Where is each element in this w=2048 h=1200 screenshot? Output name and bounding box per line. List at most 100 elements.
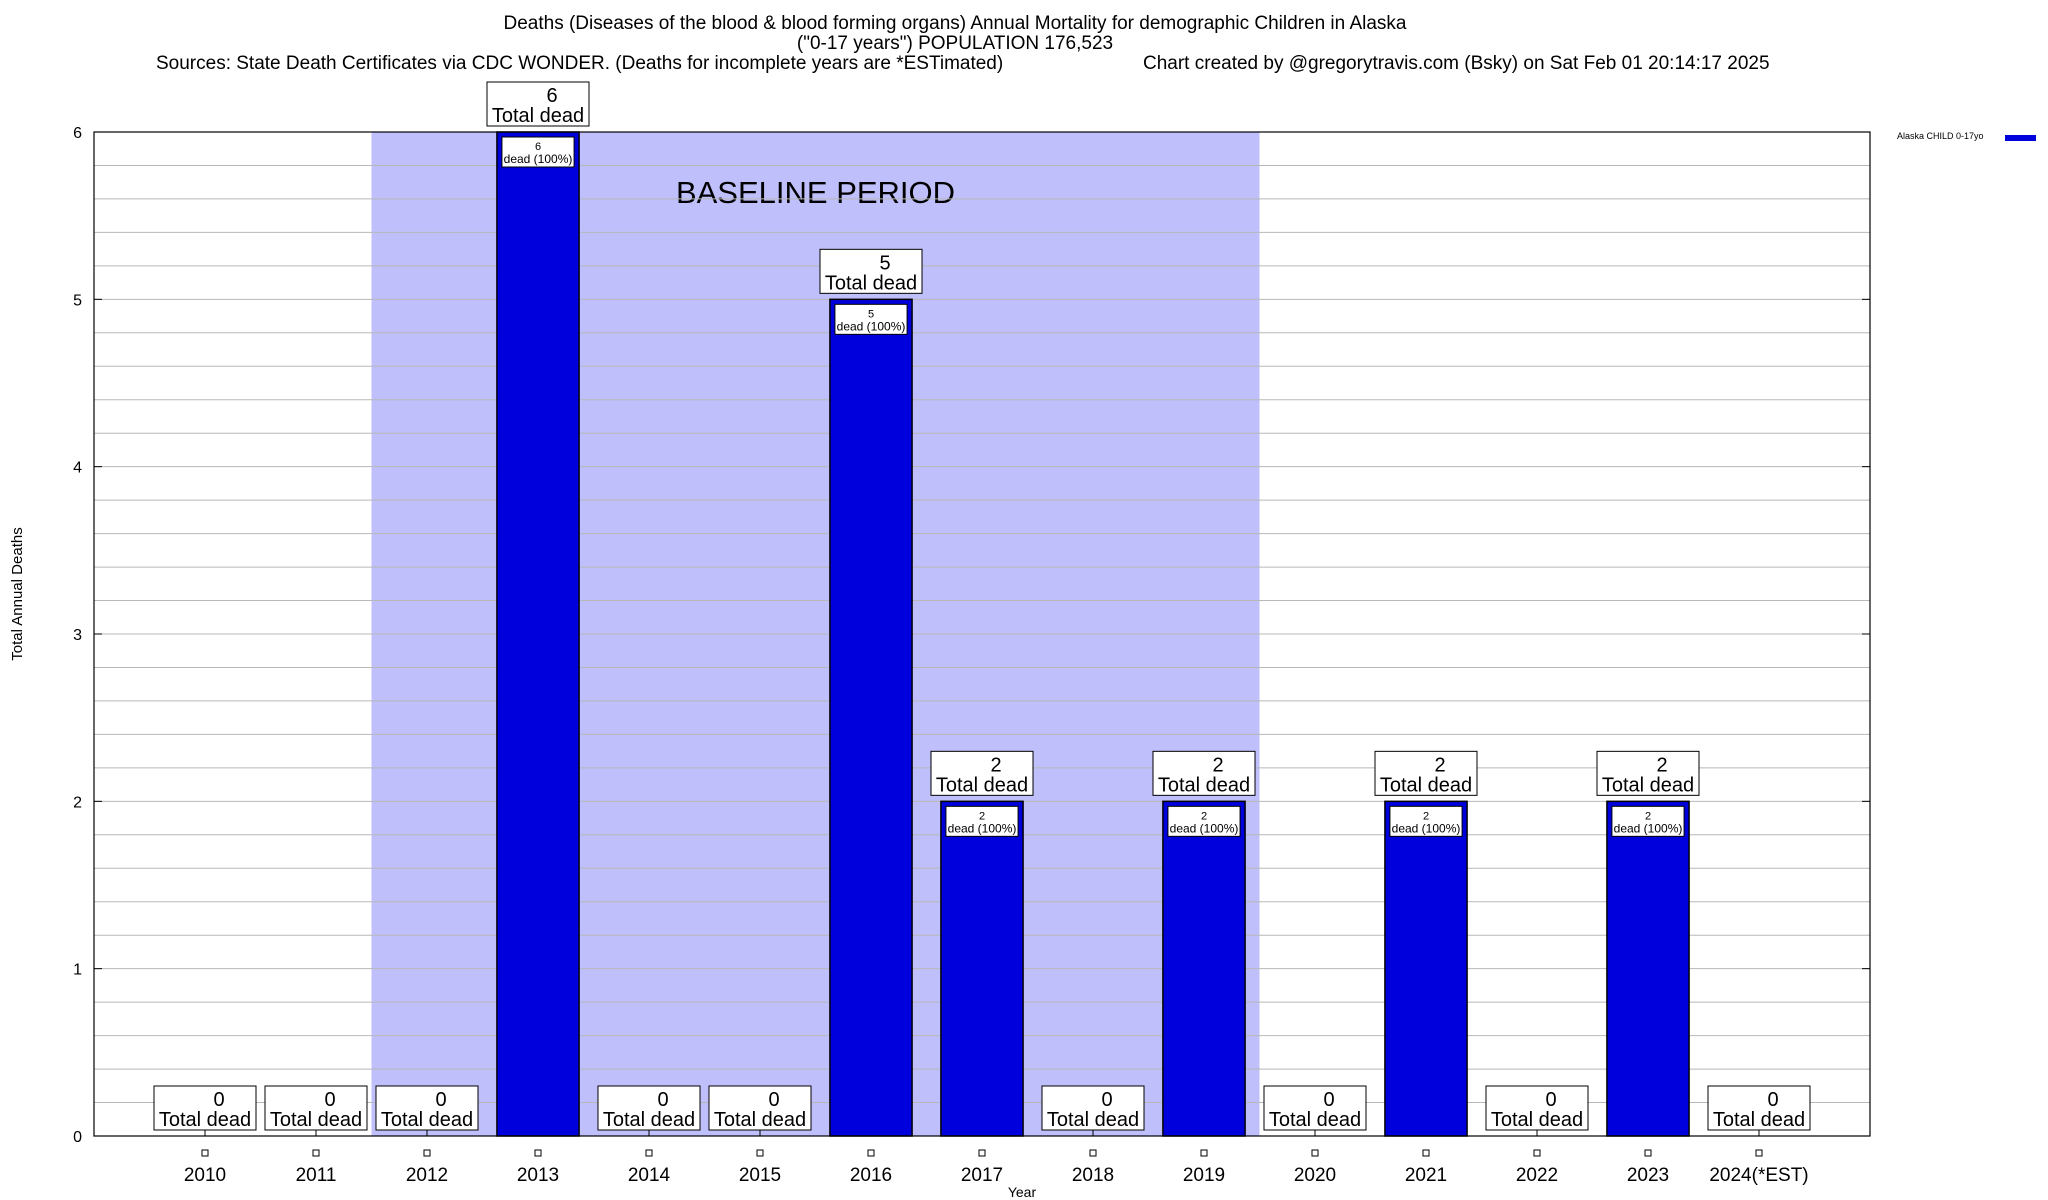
total-label-box	[708, 1085, 812, 1131]
bar-inner-label-text: dead (100%)	[1614, 821, 1683, 835]
x-tick-label: 2017	[961, 1165, 1003, 1186]
total-label-text: Total dead	[825, 272, 917, 294]
chart-credit: Chart created by @gregorytravis.com (Bsk…	[1143, 53, 1770, 74]
x-tick-label: 2018	[1072, 1165, 1114, 1186]
x-tick-marker	[1311, 1149, 1319, 1157]
total-label-value: 2	[1434, 754, 1445, 776]
y-tick-label: 6	[73, 125, 82, 142]
bar-inner-label-text: dead (100%)	[948, 821, 1017, 835]
x-tick-label: 2014	[628, 1165, 671, 1186]
x-tick-label: 2019	[1183, 1165, 1225, 1186]
x-tick-marker	[645, 1149, 653, 1157]
total-label-text: Total dead	[1491, 1109, 1583, 1131]
total-label-value: 0	[768, 1089, 779, 1111]
bar-inner-label-box	[501, 136, 575, 168]
bar-inner-label-count: 2	[979, 810, 985, 822]
x-tick-marker	[1422, 1149, 1430, 1157]
total-label-value: 0	[435, 1089, 446, 1111]
bar	[1384, 800, 1468, 1137]
x-tick-marker	[978, 1149, 986, 1157]
plot-frame	[93, 131, 1871, 1137]
x-tick-label: 2012	[406, 1165, 448, 1186]
total-label-value: 2	[1212, 754, 1223, 776]
total-label-value: 6	[546, 85, 557, 107]
baseline-period-label: BASELINE PERIOD	[676, 175, 955, 210]
legend-swatch	[2005, 135, 2036, 141]
total-label-box	[1263, 1085, 1367, 1131]
total-label-value: 5	[879, 252, 890, 274]
bar	[496, 131, 580, 1137]
bar	[1606, 800, 1690, 1137]
bar-inner-label-box	[1167, 805, 1241, 837]
bar-inner-label-box	[1611, 805, 1685, 837]
x-tick-label: 2021	[1405, 1165, 1447, 1186]
bar	[829, 298, 913, 1137]
x-tick-marker	[534, 1149, 542, 1157]
x-tick-marker	[423, 1149, 431, 1157]
total-label-text: Total dead	[1602, 774, 1694, 796]
total-label-box	[264, 1085, 368, 1131]
y-tick-label: 4	[73, 460, 82, 477]
x-tick-marker	[1089, 1149, 1097, 1157]
total-label-box	[375, 1085, 479, 1131]
total-label-text: Total dead	[603, 1109, 695, 1131]
y-axis-title: Total Annual Deaths	[9, 527, 26, 660]
chart-subtitle: ("0-17 years") POPULATION 176,523	[796, 33, 1114, 54]
chart-title: Deaths (Diseases of the blood & blood fo…	[503, 13, 1407, 34]
total-label-text: Total dead	[936, 774, 1028, 796]
total-label-value: 0	[1767, 1089, 1778, 1111]
x-tick-label: 2011	[296, 1165, 337, 1186]
x-tick-marker	[756, 1149, 764, 1157]
total-label-value: 0	[1101, 1089, 1112, 1111]
y-tick-label: 2	[73, 794, 82, 811]
total-label-value: 0	[213, 1089, 224, 1111]
total-label-value: 0	[1545, 1089, 1556, 1111]
bar	[1162, 800, 1246, 1137]
bar-inner-label-text: dead (100%)	[1392, 821, 1461, 835]
bar	[940, 800, 1024, 1137]
total-label-text: Total dead	[714, 1109, 806, 1131]
x-tick-marker	[1644, 1149, 1652, 1157]
total-label-text: Total dead	[159, 1109, 251, 1131]
x-tick-label: 2022	[1516, 1165, 1558, 1186]
total-label-text: Total dead	[1380, 774, 1472, 796]
total-label-box	[1596, 750, 1700, 796]
total-label-box	[819, 248, 923, 294]
total-label-box	[930, 750, 1034, 796]
chart-sources: Sources: State Death Certificates via CD…	[156, 53, 1004, 74]
x-tick-label: 2020	[1294, 1165, 1336, 1186]
bar-inner-label-box	[945, 805, 1019, 837]
x-tick-marker	[201, 1149, 209, 1157]
y-tick-label: 3	[73, 627, 82, 644]
y-tick-label: 1	[73, 962, 82, 979]
x-tick-marker	[1755, 1149, 1763, 1157]
bar-inner-label-box	[1389, 805, 1463, 837]
bar-inner-label-text: dead (100%)	[837, 319, 906, 333]
total-label-value: 0	[657, 1089, 668, 1111]
bar-inner-label-text: dead (100%)	[504, 152, 573, 166]
x-tick-label: 2015	[739, 1165, 781, 1186]
total-label-text: Total dead	[270, 1109, 362, 1131]
total-label-value: 0	[1323, 1089, 1334, 1111]
bar-inner-label-count: 6	[535, 141, 541, 153]
total-label-text: Total dead	[1158, 774, 1250, 796]
bar-inner-label-count: 2	[1645, 810, 1651, 822]
total-label-value: 2	[1656, 754, 1667, 776]
total-label-box	[486, 81, 590, 127]
bar-inner-label-box	[834, 303, 908, 335]
bar-inner-label-count: 5	[868, 308, 874, 320]
total-label-text: Total dead	[492, 105, 584, 127]
total-label-box	[597, 1085, 701, 1131]
total-label-box	[1707, 1085, 1811, 1131]
y-tick-label: 0	[73, 1129, 82, 1146]
x-tick-label: 2023	[1627, 1165, 1669, 1186]
total-label-box	[1041, 1085, 1145, 1131]
total-label-box	[1485, 1085, 1589, 1131]
total-label-value: 0	[324, 1089, 335, 1111]
bar-inner-label-count: 2	[1201, 810, 1207, 822]
total-label-text: Total dead	[1269, 1109, 1361, 1131]
x-tick-marker	[867, 1149, 875, 1157]
bar-inner-label-count: 2	[1423, 810, 1429, 822]
total-label-text: Total dead	[1713, 1109, 1805, 1131]
total-label-value: 2	[990, 754, 1001, 776]
